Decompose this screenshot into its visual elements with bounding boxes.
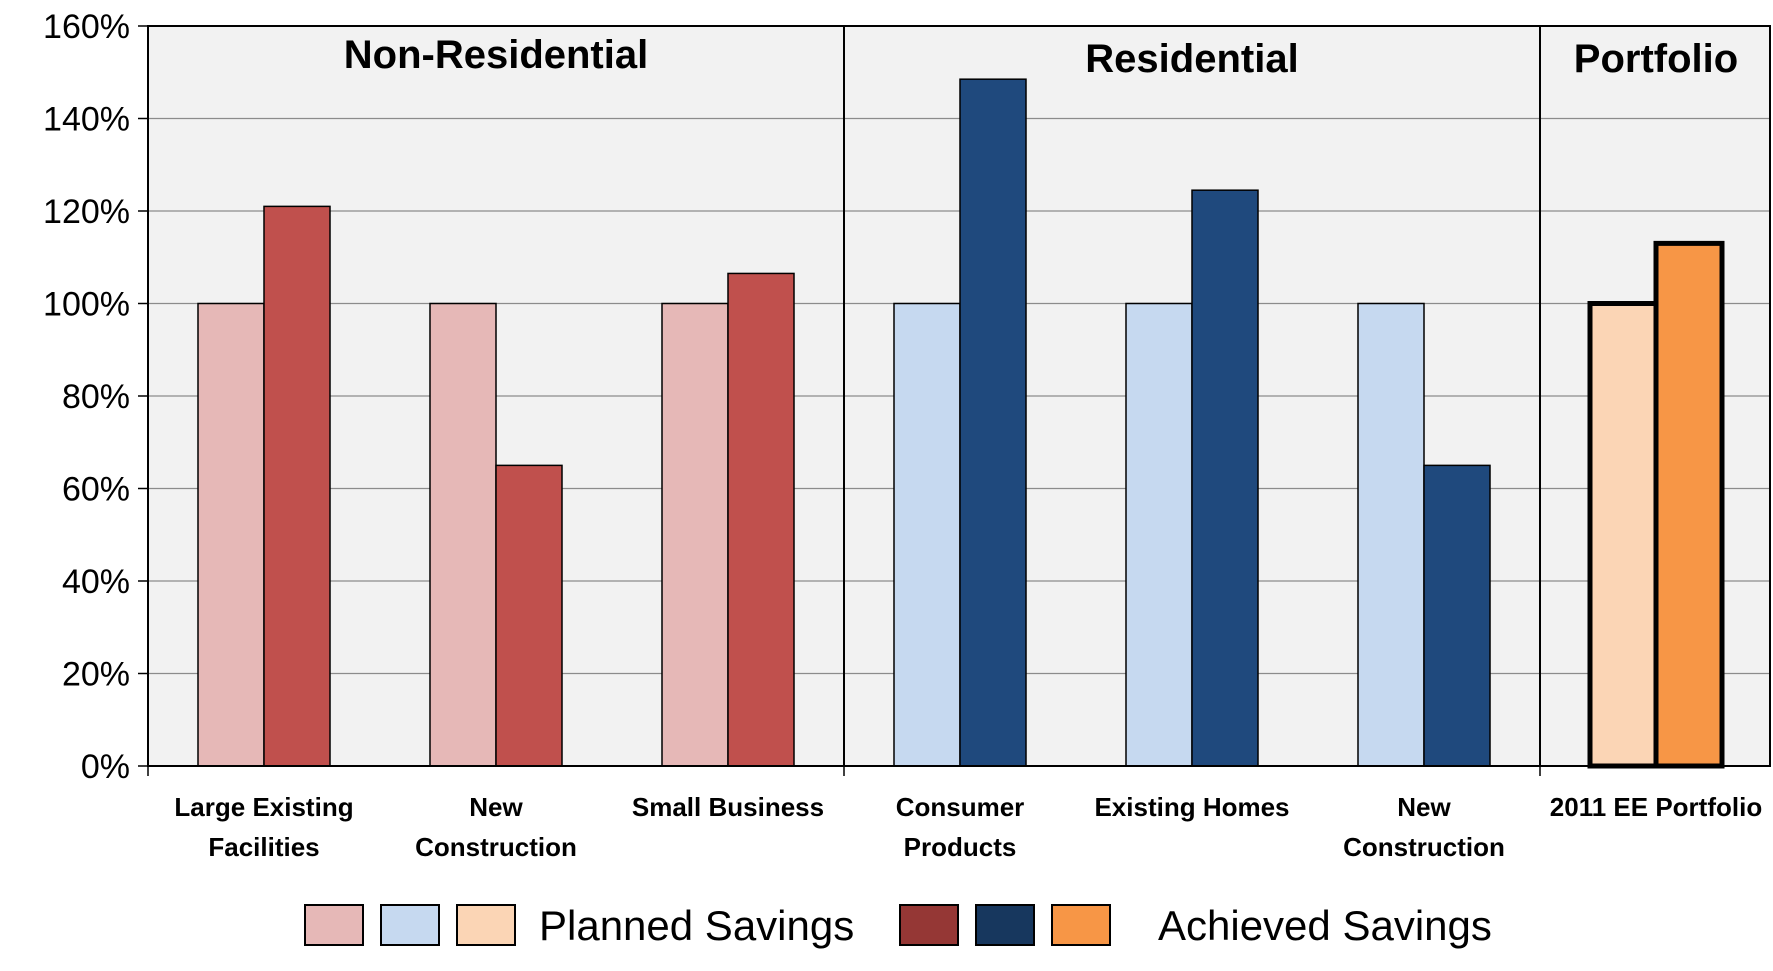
x-tick-label: Facilities <box>208 832 319 862</box>
bar-planned <box>1587 301 1659 769</box>
bar-achieved <box>495 464 563 767</box>
y-tick-label: 140% <box>43 101 130 139</box>
x-tick-label: Small Business <box>632 792 824 822</box>
x-tick-label: New <box>1397 792 1451 822</box>
y-tick-label: 120% <box>43 193 130 231</box>
legend-swatch-achieved <box>975 904 1035 946</box>
legend-swatch-achieved <box>899 904 959 946</box>
y-tick-label: 40% <box>62 563 130 601</box>
x-tick-label: 2011 EE Portfolio <box>1550 792 1762 822</box>
bar-planned <box>1125 302 1193 767</box>
x-tick-label: Consumer <box>896 792 1025 822</box>
group-title: Portfolio <box>1574 37 1738 81</box>
legend-swatch-planned <box>304 904 364 946</box>
x-tick-label: Existing Homes <box>1094 792 1289 822</box>
x-tick-label: Large Existing <box>174 792 353 822</box>
y-tick-label: 80% <box>62 378 130 416</box>
bar-planned <box>661 302 729 767</box>
bar-planned <box>197 302 265 767</box>
group-title: Non-Residential <box>344 33 648 77</box>
x-tick-label: Construction <box>415 832 577 862</box>
y-tick-label: 20% <box>62 656 130 694</box>
bar-planned <box>1357 302 1425 767</box>
bar-achieved <box>959 78 1027 767</box>
x-tick-label: New <box>469 792 523 822</box>
bar-achieved <box>263 205 331 767</box>
bar-planned <box>893 302 961 767</box>
bar-planned <box>429 302 497 767</box>
legend-swatch-planned <box>380 904 440 946</box>
legend-swatch-planned <box>456 904 516 946</box>
bar-achieved <box>1653 240 1725 769</box>
x-tick-label: Construction <box>1343 832 1505 862</box>
legend-swatch-achieved <box>1051 904 1111 946</box>
y-tick-label: 100% <box>43 286 130 324</box>
group-title: Residential <box>1085 37 1298 81</box>
bar-achieved <box>1423 464 1491 767</box>
legend-label-planned: Planned Savings <box>539 902 854 949</box>
y-tick-label: 0% <box>81 748 130 786</box>
bar-achieved <box>1191 189 1259 767</box>
bar-achieved <box>727 272 795 767</box>
legend-label-achieved: Achieved Savings <box>1158 902 1492 949</box>
x-tick-label: Products <box>904 832 1017 862</box>
y-tick-label: 160% <box>43 8 130 46</box>
y-tick-label: 60% <box>62 471 130 509</box>
plot-frame <box>147 25 1771 767</box>
